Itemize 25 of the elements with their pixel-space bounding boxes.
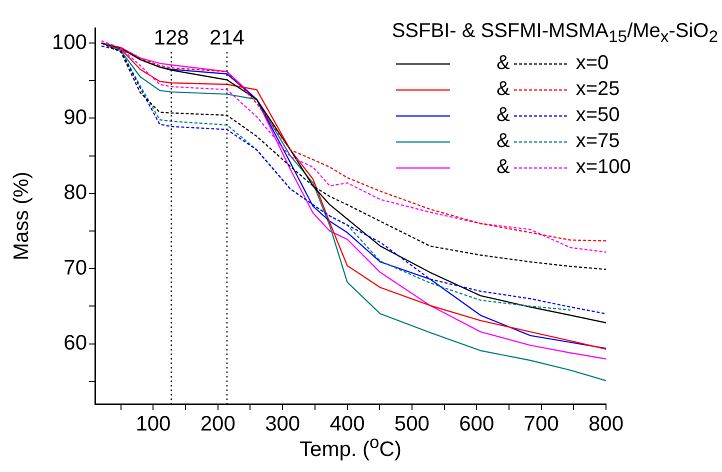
legend-label: x=0 — [574, 52, 609, 74]
legend-label: & — [496, 77, 511, 102]
legend-label: x=100 — [574, 156, 631, 178]
x-tick-label: 700 — [524, 412, 559, 436]
legend-label: & — [496, 129, 511, 154]
y-axis-title: Mass (%) — [10, 172, 34, 260]
x-tick-label: 600 — [459, 412, 494, 436]
ref-line-label: 128 — [154, 26, 189, 50]
y-tick-label: 80 — [64, 181, 87, 204]
y-tick-label: 100 — [52, 30, 87, 54]
legend-label: & — [496, 155, 511, 180]
y-tick-label: 90 — [64, 106, 87, 130]
y-tick-label: 70 — [64, 256, 87, 280]
legend-label: & — [496, 103, 511, 128]
legend-label: x=25 — [574, 78, 620, 100]
legend-label: x=50 — [574, 104, 620, 126]
y-tick-label: 60 — [64, 332, 87, 355]
legend-label: & — [496, 51, 511, 76]
x-tick-label: 200 — [200, 412, 236, 436]
x-tick-label: 100 — [136, 412, 171, 436]
x-tick-label: 300 — [265, 412, 300, 436]
legend-label: x=75 — [574, 130, 620, 152]
x-tick-label: 800 — [588, 412, 624, 436]
ref-line-label: 214 — [209, 26, 245, 50]
legend-title: SSFBI- & SSFMI-MSMA$_{15}$/Me$_{x}$-SiO$_{2}$ — [392, 19, 718, 48]
